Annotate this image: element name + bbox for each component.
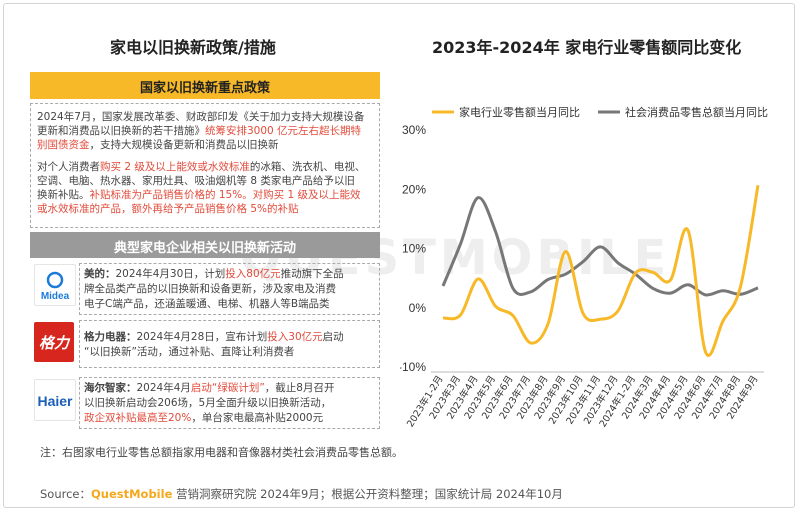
legend-label: 社会消费品零售总额当月同比 bbox=[625, 105, 768, 119]
body-text: 电子C端产品，还涵盖暖通、电梯、机器人等B端品类 bbox=[84, 298, 330, 310]
y-tick-label: -10% bbox=[400, 360, 426, 374]
highlight-text: 投入80亿元 bbox=[225, 268, 281, 280]
policy-line: 空调、电脑、热水器、家用灶具、吸油烟机等 8 类家电产品给予以旧 bbox=[37, 174, 365, 188]
source-line: Source：QuestMobile 营销洞察研究院 2024年9月；根据公开资… bbox=[40, 486, 563, 502]
company-midea-line: 电子C端产品，还涵盖暖通、电梯、机器人等B端品类 bbox=[84, 297, 344, 312]
footnote: 注：右图家电行业零售总额指家用电器和音像器材类社会消费品零售总额。 bbox=[40, 446, 403, 459]
highlight-text: 投入30亿元 bbox=[267, 331, 323, 343]
body-text: 2024年4月28日，宣布计划 bbox=[136, 331, 268, 343]
highlight-text: 补贴标准为产品销售价格的 15% bbox=[89, 189, 243, 201]
company-gree-line: “以旧换新”活动，通过补贴、直降让利消费者 bbox=[84, 345, 344, 360]
midea-logo-icon: Midea bbox=[41, 271, 70, 302]
body-text: 海尔智家： bbox=[84, 382, 137, 394]
legend-label: 家电行业零售额当月同比 bbox=[459, 105, 580, 119]
source-prefix: Source： bbox=[40, 487, 91, 501]
highlight-text: 购买 2 级及以上能效或水效标准 bbox=[100, 161, 250, 173]
policy-paragraph-2: 对个人消费者购买 2 级及以上能效或水效标准的冰箱、洗衣机、电视、 空调、电脑、热… bbox=[37, 160, 365, 216]
companies-banner: 典型家电企业相关以旧换新活动 bbox=[30, 232, 380, 258]
body-text: 牌全品类产品的以旧换新和设备更新，涉及家电及消费 bbox=[84, 283, 336, 295]
y-tick-label: 20% bbox=[402, 182, 426, 196]
left-panel-title: 家电以旧换新政策/措施 bbox=[110, 38, 276, 57]
body-text: “以旧换新”活动，通过补贴、直降让利消费者 bbox=[84, 346, 295, 358]
y-tick-label: 30% bbox=[402, 123, 426, 137]
company-text-midea: 美的：2024年4月30日，计划投入80亿元推动旗下全品 牌全品类产品的以旧换新和… bbox=[84, 267, 344, 312]
highlight-text: 统筹安排3000 亿元左右超长期特 bbox=[205, 125, 362, 137]
series-line-appliance bbox=[442, 185, 760, 357]
company-midea-line: 美的：2024年4月30日，计划投入80亿元推动旗下全品 bbox=[84, 267, 344, 282]
chart-title: 2023年-2024年 家电行业零售额同比变化 bbox=[432, 38, 742, 57]
body-text: 以旧换新启动会206场，5月全面升级以旧换新活动， bbox=[84, 397, 332, 409]
companies-banner-label: 典型家电企业相关以旧换新活动 bbox=[113, 241, 296, 256]
body-text: 更新和消费品以旧换新的若干措施》 bbox=[37, 125, 205, 137]
policy-line: 2024年7月，国家发展改革委、财政部印发《关于加力支持大规模设备 bbox=[37, 110, 364, 124]
haier-entry-box bbox=[79, 377, 380, 429]
series-line-total-retail bbox=[441, 196, 759, 297]
y-tick-label: 10% bbox=[402, 242, 426, 256]
source-rest: 营销洞察研究院 2024年9月；根据公开资料整理；国家统计局 2024年10月 bbox=[172, 487, 563, 501]
body-text: 换新补贴。 bbox=[37, 189, 90, 201]
highlight-text: 或水效标准的产品，额外再给予产品销售价格 5%的补贴 bbox=[37, 203, 299, 215]
body-text: 2024年7月，国家发展改革委、财政部印发《关于加力支持大规模设备 bbox=[37, 111, 365, 123]
policy-banner: 国家以旧换新重点政策 bbox=[30, 72, 380, 99]
body-text: 的冰箱、洗衣机、电视、 bbox=[249, 161, 366, 173]
policy-banner-label: 国家以旧换新重点政策 bbox=[139, 81, 270, 96]
highlight-text: 政企双补贴最高至20% bbox=[84, 412, 192, 424]
gree-logo: 格力 bbox=[34, 322, 74, 362]
source-brand: QuestMobile bbox=[91, 487, 173, 501]
policy-line: 对个人消费者购买 2 级及以上能效或水效标准的冰箱、洗衣机、电视、 bbox=[37, 160, 365, 174]
svg-text:Haier: Haier bbox=[37, 393, 73, 409]
highlight-text: 。对购买 1 级及以上能效 bbox=[242, 189, 361, 201]
body-text: 推动旗下全品 bbox=[280, 268, 344, 280]
svg-text:Midea: Midea bbox=[41, 291, 70, 302]
policy-line: 更新和消费品以旧换新的若干措施》统筹安排3000 亿元左右超长期特 bbox=[37, 124, 364, 138]
policy-line: 别国债资金，支持大规模设备更新和消费品以旧换新 bbox=[37, 138, 364, 152]
company-gree-line: 格力电器：2024年4月28日，宣布计划投入30亿元启动 bbox=[84, 330, 344, 345]
policy-line: 或水效标准的产品，额外再给予产品销售价格 5%的补贴 bbox=[37, 202, 365, 216]
haier-logo-icon: Haier bbox=[37, 393, 73, 409]
svg-text:格力: 格力 bbox=[39, 334, 71, 352]
body-text: 启动 bbox=[322, 331, 344, 343]
body-text: 2024年4月30日，计划 bbox=[115, 268, 226, 280]
gree-entry-box bbox=[79, 320, 380, 368]
company-text-gree: 格力电器：2024年4月28日，宣布计划投入30亿元启动 “以旧换新”活动，通过补… bbox=[84, 330, 344, 360]
body-text: ，截止8月召开 bbox=[264, 382, 335, 394]
haier-logo: Haier bbox=[34, 379, 76, 421]
policy-paragraph-1: 2024年7月，国家发展改革委、财政部印发《关于加力支持大规模设备 更新和消费品以… bbox=[37, 110, 364, 152]
policy-line: 换新补贴。补贴标准为产品销售价格的 15%。对购买 1 级及以上能效 bbox=[37, 188, 365, 202]
page-frame bbox=[3, 3, 795, 508]
body-text: ，支持大规模设备更新和消费品以旧换新 bbox=[89, 139, 279, 151]
body-text: 格力电器： bbox=[84, 331, 137, 343]
body-text: 对个人消费者 bbox=[37, 161, 100, 173]
company-haier-line: 政企双补贴最高至20%，单台家电最高补贴2000元 bbox=[84, 411, 334, 426]
midea-entry-box bbox=[79, 263, 380, 315]
y-tick-label: 0% bbox=[409, 301, 427, 315]
company-haier-line: 海尔智家：2024年4月启动“绿碳计划”，截止8月召开 bbox=[84, 381, 334, 396]
company-text-haier: 海尔智家：2024年4月启动“绿碳计划”，截止8月召开 以旧换新启动会206场，5… bbox=[84, 381, 334, 426]
body-text: 空调、电脑、热水器、家用灶具、吸油烟机等 8 类家电产品给予以旧 bbox=[37, 175, 355, 187]
company-haier-line: 以旧换新启动会206场，5月全面升级以旧换新活动， bbox=[84, 396, 334, 411]
highlight-text: 启动“绿碳计划” bbox=[190, 382, 265, 394]
chart-area: 30%20%10%0%-10%2023年1-2月2023年3月2023年4月20… bbox=[400, 105, 768, 429]
highlight-text: 别国债资金 bbox=[37, 139, 90, 151]
policy-box bbox=[30, 103, 380, 228]
midea-logo: Midea bbox=[34, 264, 76, 306]
company-midea-line: 牌全品类产品的以旧换新和设备更新，涉及家电及消费 bbox=[84, 282, 344, 297]
body-text: 美的： bbox=[84, 268, 116, 280]
gree-logo-icon: 格力 bbox=[39, 334, 71, 352]
body-text: 2024年4月 bbox=[136, 382, 191, 394]
body-text: ，单台家电最高补贴2000元 bbox=[191, 412, 324, 424]
